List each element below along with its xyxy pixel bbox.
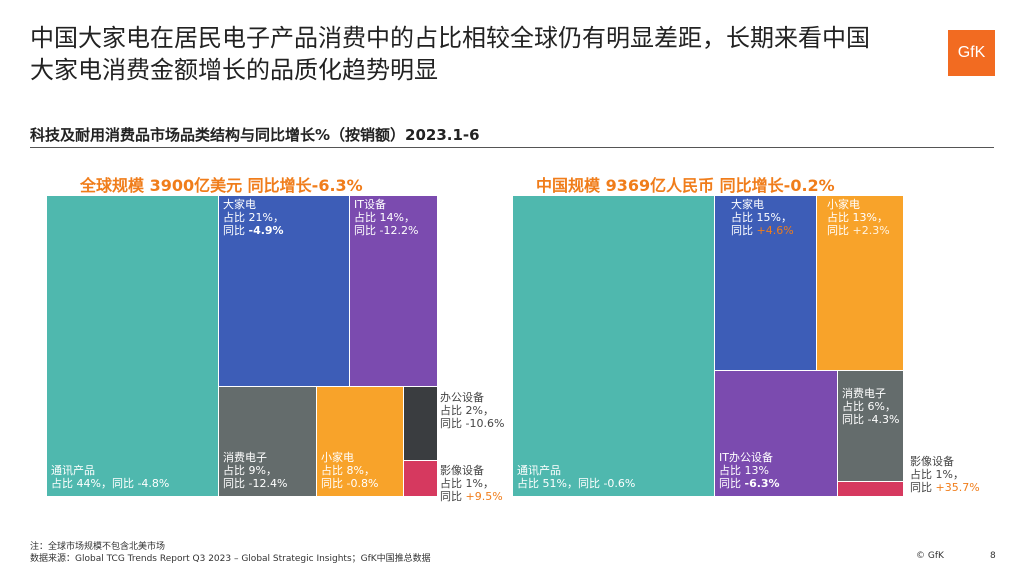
- page-number: 8: [990, 551, 996, 561]
- tile-share: 占比 8%，: [321, 464, 375, 477]
- tile-name: 通讯产品: [517, 464, 561, 477]
- copyright: © GfK: [916, 551, 944, 561]
- label-name: 影像设备: [910, 455, 954, 468]
- tile-name: 小家电: [827, 198, 860, 211]
- page-title-line-1: 中国大家电在居民电子产品消费中的占比相较全球仍有明显差距，长期来看中国: [30, 24, 870, 52]
- tile-share: 占比 13%，: [827, 211, 888, 224]
- global-tile-major-appliances: 大家电 占比 21%， 同比 -4.9%: [219, 196, 349, 386]
- footer-source: 数据来源：Global TCG Trends Report Q3 2023 – …: [30, 554, 431, 564]
- tile-share: 占比 51%，同比 -0.6%: [517, 477, 636, 490]
- global-tile-telecom: 通讯产品 占比 44%，同比 -4.8%: [47, 196, 218, 496]
- tile-share: 占比 13%: [719, 464, 769, 477]
- tile-name: 消费电子: [842, 387, 886, 400]
- label-name: 办公设备: [440, 391, 484, 404]
- tile-share: 占比 44%，同比 -4.8%: [51, 477, 170, 490]
- tile-growth: 同比 -6.3%: [719, 477, 780, 490]
- china-tile-small-appliances: 小家电 占比 13%， 同比 +2.3%: [817, 196, 903, 370]
- tile-name: 消费电子: [223, 451, 267, 464]
- label-name: 影像设备: [440, 464, 484, 477]
- label-growth: 同比 -10.6%: [440, 417, 505, 430]
- tile-share: 占比 14%，: [354, 211, 415, 224]
- tile-share: 占比 9%，: [223, 464, 277, 477]
- global-label-imaging: 影像设备 占比 1%， 同比 +9.5%: [440, 464, 503, 503]
- china-tile-imaging: [838, 482, 903, 496]
- page-title-line-2: 大家电消费金额增长的品质化趋势明显: [30, 56, 438, 84]
- label-share: 占比 2%，: [440, 404, 494, 417]
- tile-name: 大家电: [731, 198, 764, 211]
- tile-growth: 同比 -0.8%: [321, 477, 379, 490]
- label-growth: 同比 +35.7%: [910, 481, 980, 494]
- china-label-imaging: 影像设备 占比 1%， 同比 +35.7%: [910, 455, 980, 494]
- global-tile-imaging: [404, 461, 437, 496]
- gfk-logo: GfK: [948, 30, 995, 76]
- page-title: 中国大家电在居民电子产品消费中的占比相较全球仍有明显差距，长期来看中国 大家电消…: [30, 22, 930, 86]
- tile-growth: 同比 +2.3%: [827, 224, 890, 237]
- subtitle-divider: [30, 147, 994, 148]
- tile-growth: 同比 -12.4%: [223, 477, 288, 490]
- label-growth: 同比 +9.5%: [440, 490, 503, 503]
- tile-name: 通讯产品: [51, 464, 95, 477]
- tile-growth: 同比 -12.2%: [354, 224, 419, 237]
- label-share: 占比 1%，: [910, 468, 964, 481]
- footer-note: 注：全球市场规模不包含北美市场: [30, 542, 166, 552]
- tile-name: IT设备: [354, 198, 386, 211]
- tile-name: 大家电: [223, 198, 256, 211]
- section-subtitle: 科技及耐用消费品市场品类结构与同比增长%（按销额）2023.1-6: [30, 126, 480, 144]
- global-chart-title: 全球规模 3900亿美元 同比增长-6.3%: [80, 176, 363, 195]
- china-tile-telecom: 通讯产品 占比 51%，同比 -0.6%: [513, 196, 714, 496]
- tile-growth: 同比 -4.3%: [842, 413, 900, 426]
- tile-growth: 同比 +4.6%: [731, 224, 794, 237]
- global-tile-consumer-electronics: 消费电子 占比 9%， 同比 -12.4%: [219, 387, 316, 496]
- china-chart-title: 中国规模 9369亿人民币 同比增长-0.2%: [536, 176, 835, 195]
- tile-share: 占比 6%，: [842, 400, 896, 413]
- tile-share: 占比 21%，: [223, 211, 284, 224]
- china-tile-major-appliances: 大家电 占比 15%， 同比 +4.6%: [715, 196, 816, 370]
- tile-name: IT办公设备: [719, 451, 773, 464]
- tile-growth: 同比 -4.9%: [223, 224, 284, 237]
- china-tile-it-office: IT办公设备 占比 13% 同比 -6.3%: [715, 371, 837, 496]
- tile-name: 小家电: [321, 451, 354, 464]
- china-tile-consumer-electronics: 消费电子 占比 6%， 同比 -4.3%: [838, 371, 903, 481]
- tile-share: 占比 15%，: [731, 211, 792, 224]
- global-label-office: 办公设备 占比 2%， 同比 -10.6%: [440, 391, 504, 430]
- global-tile-it: IT设备 占比 14%， 同比 -12.2%: [350, 196, 437, 386]
- label-share: 占比 1%，: [440, 477, 494, 490]
- global-tile-small-appliances: 小家电 占比 8%， 同比 -0.8%: [317, 387, 403, 496]
- global-tile-office: [404, 387, 437, 460]
